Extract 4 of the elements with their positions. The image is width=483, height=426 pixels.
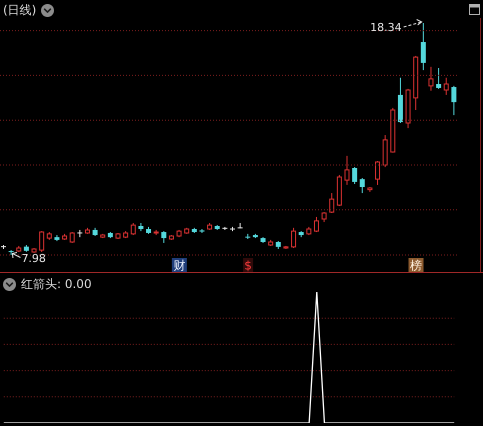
annotation: 18.34 (370, 21, 402, 34)
annotation: 7.98 (21, 252, 46, 265)
chart-title: (日线) (3, 3, 36, 17)
chart-title: 红箭头: 0.00 (21, 277, 92, 291)
